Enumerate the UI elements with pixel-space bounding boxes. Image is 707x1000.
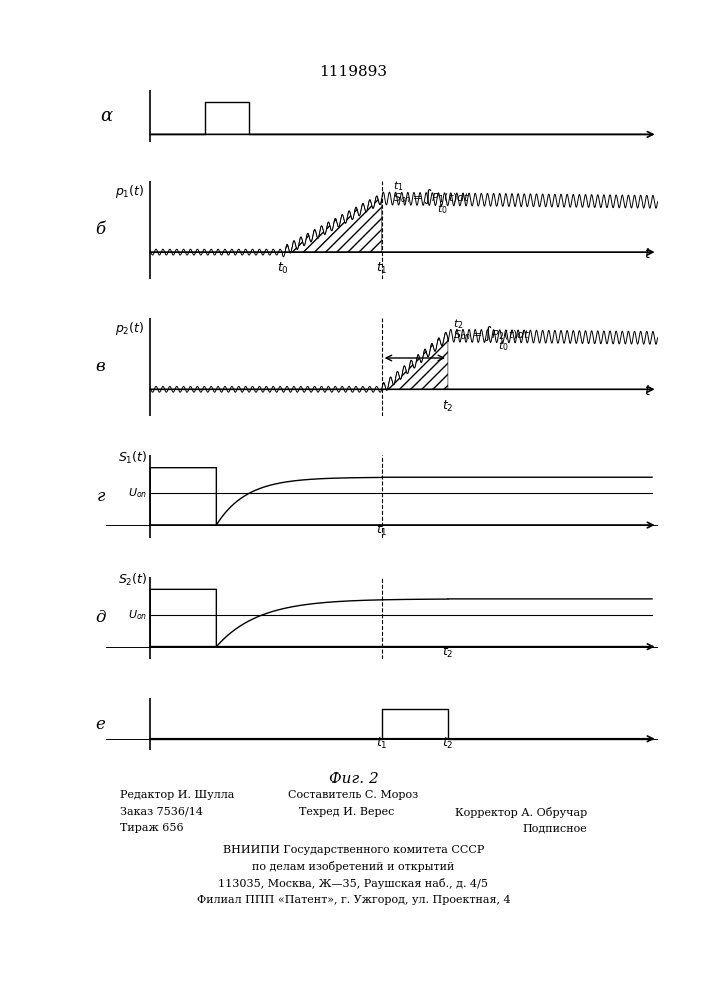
Text: $S_{on}=\int P_2(t)dt$: $S_{on}=\int P_2(t)dt$	[453, 325, 531, 343]
Text: $t_1$: $t_1$	[376, 523, 387, 538]
Text: Составитель С. Мороз: Составитель С. Мороз	[288, 790, 419, 800]
Text: $t$: $t$	[644, 247, 652, 261]
Text: $U_{on}$: $U_{on}$	[128, 608, 148, 622]
Text: $t_0$: $t_0$	[437, 202, 448, 216]
Text: $t_0$: $t_0$	[276, 261, 288, 276]
Text: $S_2(t)$: $S_2(t)$	[118, 572, 148, 588]
Text: Фиг. 2: Фиг. 2	[329, 772, 378, 786]
Text: Филиал ППП «Патент», г. Ужгород, ул. Проектная, 4: Филиал ППП «Патент», г. Ужгород, ул. Про…	[197, 895, 510, 905]
Text: $p_1(t)$: $p_1(t)$	[115, 183, 145, 200]
Text: $S_{on}=\int P_1(t)dt$: $S_{on}=\int P_1(t)dt$	[393, 188, 470, 206]
Text: $t_2$: $t_2$	[442, 645, 454, 660]
Text: $S_1(t)$: $S_1(t)$	[118, 450, 148, 466]
Text: $t_2$: $t_2$	[453, 317, 464, 331]
Text: Заказ 7536/14: Заказ 7536/14	[120, 807, 203, 817]
Text: Тираж 656: Тираж 656	[120, 823, 184, 833]
Text: $t_0$: $t_0$	[498, 339, 508, 353]
Text: α: α	[100, 107, 112, 125]
Text: $t_1$: $t_1$	[393, 180, 404, 193]
Text: 113035, Москва, Ж—35, Раушская наб., д. 4/5: 113035, Москва, Ж—35, Раушская наб., д. …	[218, 878, 489, 889]
Text: е: е	[95, 716, 105, 733]
Text: $U_{on}$: $U_{on}$	[128, 486, 148, 500]
Text: ВНИИПИ Государственного комитета СССР: ВНИИПИ Государственного комитета СССР	[223, 845, 484, 855]
Text: в: в	[95, 358, 105, 375]
Text: г: г	[96, 488, 105, 505]
Text: по делам изобретений и открытий: по делам изобретений и открытий	[252, 861, 455, 872]
Text: Подписное: Подписное	[522, 823, 587, 833]
Text: $t$: $t$	[644, 384, 652, 398]
Text: $p_2(t)$: $p_2(t)$	[115, 320, 145, 337]
Text: Корректор А. Обручар: Корректор А. Обручар	[455, 807, 587, 818]
Text: Техред И. Верес: Техред И. Верес	[299, 807, 394, 817]
Text: $t_1$: $t_1$	[376, 736, 387, 751]
Text: $t_2$: $t_2$	[442, 736, 454, 751]
Text: Редактор И. Шулла: Редактор И. Шулла	[120, 790, 235, 800]
Text: д: д	[95, 609, 106, 626]
Text: б: б	[95, 221, 105, 238]
Text: 1119893: 1119893	[320, 65, 387, 79]
Text: $t_2$: $t_2$	[442, 398, 454, 414]
Text: $t_1$: $t_1$	[376, 261, 387, 276]
